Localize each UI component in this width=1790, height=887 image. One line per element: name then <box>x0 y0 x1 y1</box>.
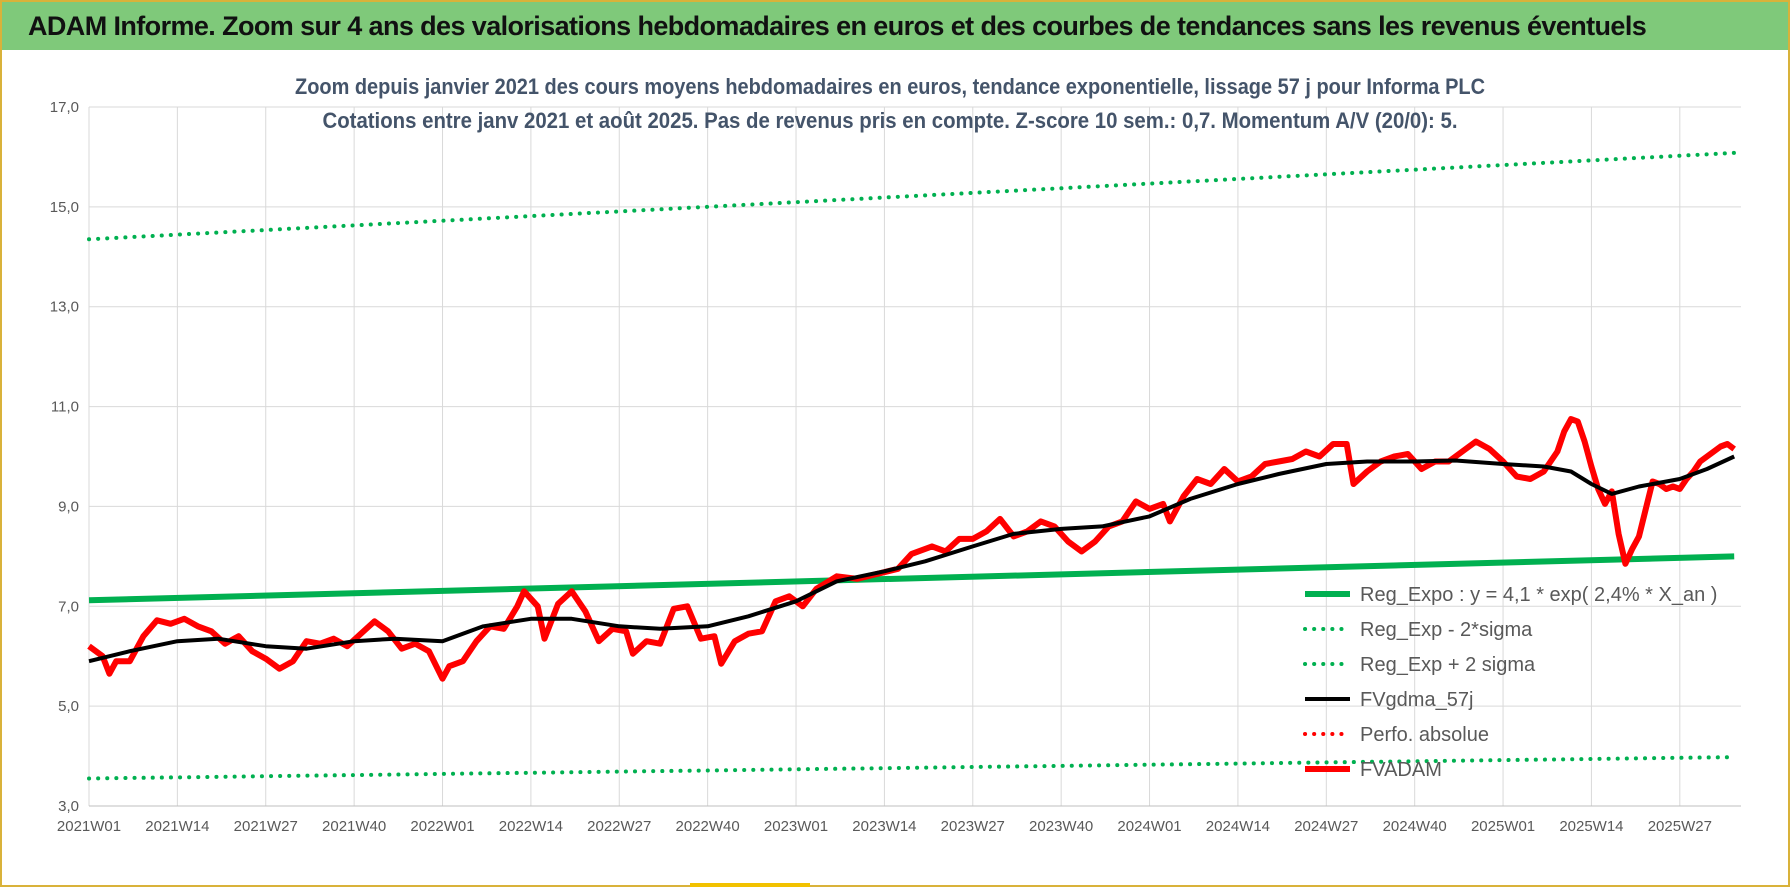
x-tick-label: 2021W01 <box>57 818 121 835</box>
y-tick-label: 9,0 <box>58 498 79 515</box>
x-tick-label: 2024W14 <box>1206 818 1270 835</box>
y-tick-label: 11,0 <box>51 399 79 416</box>
series-line-fvgdma-57j <box>88 454 1736 664</box>
x-tick-label: 2022W40 <box>676 818 740 835</box>
x-tick-label: 2021W40 <box>322 818 386 835</box>
legend-label: Reg_Exp - 2*sigma <box>1360 619 1533 641</box>
legend-label: FVADAM <box>1360 759 1442 781</box>
page-title: ADAM Informe. Zoom sur 4 ans des valoris… <box>28 11 1647 41</box>
legend-label: FVgdma_57j <box>1360 689 1473 711</box>
x-tick-label: 2022W01 <box>410 818 474 835</box>
x-tick-label: 2023W14 <box>852 818 916 835</box>
legend-label: Perfo. absolue <box>1360 724 1489 746</box>
accent-strip <box>690 883 810 887</box>
y-tick-label: 13,0 <box>50 299 79 316</box>
y-tick-label: 5,0 <box>58 698 79 715</box>
series-line-reg-exp <box>87 150 1737 242</box>
x-tick-label: 2024W27 <box>1294 818 1358 835</box>
legend-label: Reg_Expo : y = 4,1 * exp( 2,4% * X_an ) <box>1360 584 1717 606</box>
series-line-reg-expo <box>88 553 1735 604</box>
y-tick-label: 7,0 <box>58 598 79 615</box>
y-tick-label: 15,0 <box>50 199 79 216</box>
y-tick-label: 3,0 <box>58 798 79 815</box>
chart-subtitle-2: Cotations entre janv 2021 et août 2025. … <box>323 108 1458 133</box>
chart-subtitle-1: Zoom depuis janvier 2021 des cours moyen… <box>295 74 1485 99</box>
x-tick-label: 2024W40 <box>1383 818 1447 835</box>
x-tick-label: 2021W27 <box>234 818 298 835</box>
x-tick-label: 2023W27 <box>941 818 1005 835</box>
x-tick-label: 2025W01 <box>1471 818 1535 835</box>
series-line-reg-exp <box>87 755 1737 781</box>
x-tick-label: 2025W14 <box>1559 818 1623 835</box>
series-line-fvadam <box>87 416 1736 682</box>
x-tick-label: 2022W14 <box>499 818 563 835</box>
x-tick-label: 2023W01 <box>764 818 828 835</box>
y-tick-label: 17,0 <box>50 99 79 116</box>
x-tick-label: 2023W40 <box>1029 818 1093 835</box>
title-banner: ADAM Informe. Zoom sur 4 ans des valoris… <box>2 2 1788 50</box>
x-tick-label: 2024W01 <box>1117 818 1181 835</box>
legend-label: Reg_Exp + 2 sigma <box>1360 654 1536 676</box>
x-tick-label: 2022W27 <box>587 818 651 835</box>
x-tick-label: 2025W27 <box>1648 818 1712 835</box>
x-tick-label: 2021W14 <box>145 818 209 835</box>
